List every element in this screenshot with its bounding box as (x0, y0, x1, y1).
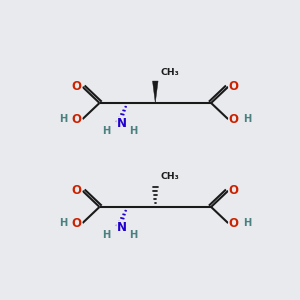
Polygon shape (152, 81, 158, 103)
Text: O: O (229, 80, 239, 93)
Text: H: H (243, 114, 251, 124)
Text: O: O (72, 217, 82, 230)
Text: H: H (102, 126, 110, 136)
Text: H: H (243, 218, 251, 228)
Text: CH₃: CH₃ (161, 172, 180, 181)
Text: H: H (130, 126, 138, 136)
Text: O: O (229, 113, 239, 126)
Text: N: N (117, 221, 127, 234)
Text: H: H (59, 114, 68, 124)
Text: H: H (59, 218, 68, 228)
Text: O: O (229, 217, 239, 230)
Text: CH₃: CH₃ (161, 68, 180, 77)
Text: H: H (102, 230, 110, 240)
Text: H: H (130, 230, 138, 240)
Text: O: O (72, 184, 82, 197)
Text: O: O (229, 184, 239, 197)
Text: N: N (117, 117, 127, 130)
Text: O: O (72, 80, 82, 93)
Text: O: O (72, 113, 82, 126)
